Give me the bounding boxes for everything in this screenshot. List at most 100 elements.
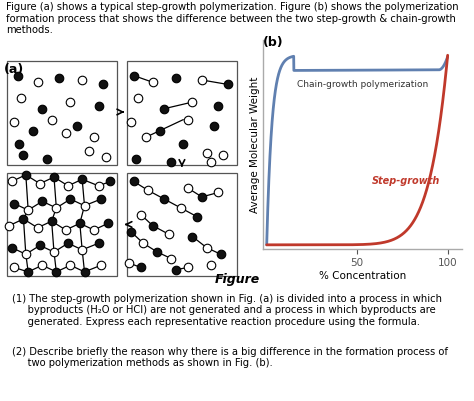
Point <box>64 240 72 246</box>
Point <box>8 245 16 251</box>
Point <box>14 72 21 79</box>
Point <box>128 119 135 125</box>
Point <box>177 205 184 211</box>
Point <box>50 249 58 255</box>
Point <box>78 247 86 253</box>
Text: Chain-growth polymerization: Chain-growth polymerization <box>298 80 428 89</box>
Point <box>184 264 191 271</box>
Point <box>67 196 74 202</box>
Point <box>215 103 222 109</box>
Point <box>215 189 222 196</box>
Point <box>149 222 156 229</box>
Y-axis label: Average Molecular Weight: Average Molecular Weight <box>250 76 260 213</box>
Bar <box>7 172 118 276</box>
Point <box>8 178 16 184</box>
Point <box>224 81 231 87</box>
X-axis label: % Concentration: % Concentration <box>319 271 406 281</box>
Point <box>36 242 44 249</box>
Point <box>144 187 152 194</box>
Point <box>168 255 175 262</box>
Point <box>81 203 88 209</box>
Point <box>97 196 105 202</box>
Point <box>85 147 93 154</box>
Point <box>10 264 18 271</box>
Point <box>208 262 215 269</box>
Point <box>189 99 196 105</box>
Point <box>193 213 201 220</box>
Point <box>18 94 25 101</box>
Point <box>48 116 55 123</box>
Point <box>107 178 114 184</box>
Point <box>156 128 164 134</box>
Point <box>172 267 180 273</box>
Text: (2) Describe briefly the reason why there is a big difference in the formation p: (2) Describe briefly the reason why ther… <box>12 347 448 369</box>
Point <box>38 198 46 205</box>
Point <box>20 216 27 222</box>
Bar <box>7 61 118 165</box>
Text: (a): (a) <box>3 63 24 77</box>
Point <box>53 205 60 211</box>
Point <box>184 185 191 191</box>
Point <box>130 178 137 184</box>
Point <box>36 180 44 187</box>
Point <box>34 79 41 85</box>
Point <box>139 240 147 246</box>
Bar <box>127 172 237 276</box>
Point <box>95 240 102 246</box>
Point <box>90 227 98 233</box>
Point <box>29 128 36 134</box>
Point <box>15 141 23 147</box>
Point <box>132 156 140 163</box>
Point <box>189 233 196 240</box>
Point <box>62 227 70 233</box>
Point <box>67 262 74 269</box>
Point <box>55 75 63 81</box>
Point <box>184 116 191 123</box>
Point <box>97 262 105 269</box>
Point <box>62 130 70 136</box>
Point <box>24 269 32 275</box>
Point <box>161 105 168 112</box>
Point <box>22 251 29 257</box>
Point <box>38 105 46 112</box>
Point <box>104 220 112 227</box>
Point <box>219 152 227 158</box>
Point <box>179 141 187 147</box>
Point <box>73 123 81 130</box>
Point <box>102 154 109 160</box>
Point <box>128 229 135 235</box>
Text: (b): (b) <box>263 36 284 49</box>
Point <box>20 152 27 158</box>
Point <box>48 218 55 225</box>
Point <box>67 99 74 105</box>
Point <box>34 225 41 231</box>
Point <box>38 262 46 269</box>
Point <box>172 75 180 81</box>
Point <box>50 174 58 180</box>
Point <box>137 211 145 218</box>
Point <box>81 269 88 275</box>
Text: (1) The step-growth polymerization shown in Fig. (a) is divided into a process i: (1) The step-growth polymerization shown… <box>12 294 442 327</box>
Point <box>43 156 51 163</box>
Point <box>154 249 161 255</box>
Point <box>78 77 86 83</box>
Point <box>142 134 149 140</box>
Point <box>135 94 142 101</box>
Point <box>78 176 86 182</box>
Point <box>6 222 13 229</box>
Point <box>64 183 72 189</box>
Point <box>22 172 29 178</box>
Point <box>149 79 156 85</box>
Point <box>95 103 102 109</box>
Point <box>76 220 83 227</box>
Point <box>100 81 107 87</box>
Point <box>203 245 210 251</box>
Point <box>125 260 133 266</box>
Point <box>24 207 32 213</box>
Point <box>90 134 98 140</box>
Point <box>53 269 60 275</box>
Point <box>210 123 218 130</box>
Point <box>217 251 225 257</box>
Text: Figure (a) shows a typical step-growth polymerization. Figure (b) shows the poly: Figure (a) shows a typical step-growth p… <box>6 2 458 35</box>
Text: Step-growth: Step-growth <box>372 176 440 186</box>
